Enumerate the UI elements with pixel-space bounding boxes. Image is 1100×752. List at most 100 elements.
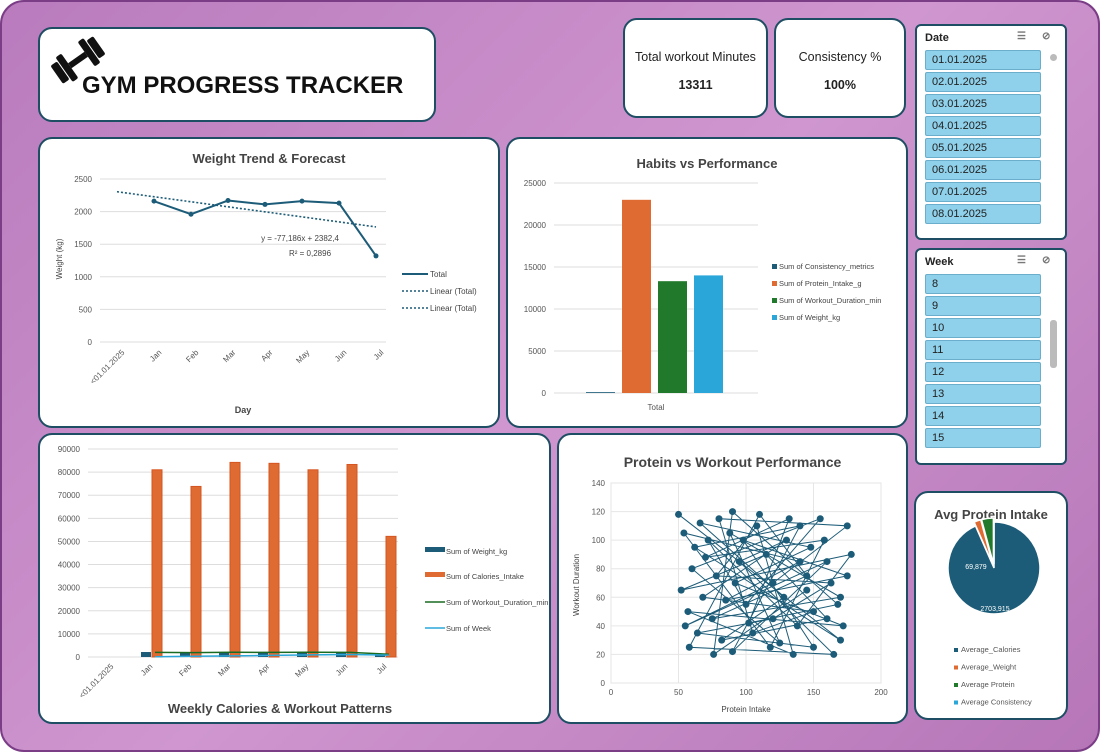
data-point [336,200,342,206]
y-axis-label: Workout Duration [572,554,581,616]
data-point [681,622,689,630]
legend-label: Linear (Total) [430,304,477,313]
data-point [722,596,730,604]
kpi-label: Total workout Minutes [635,50,756,64]
y-tick-label: 20 [596,650,605,659]
data-point [718,636,726,644]
clear-filter-icon[interactable]: ⊘ [1042,31,1051,42]
data-point [766,643,774,651]
multi-select-icon[interactable]: ☰ [1017,31,1026,42]
slicer-item[interactable]: 11 [925,340,1041,360]
data-point [699,593,707,601]
data-point [710,650,718,658]
data-point [823,558,831,566]
y-tick-label: 60000 [58,514,81,523]
data-point [729,508,736,516]
y-tick-label: 15000 [524,263,547,272]
series-line [153,199,377,257]
data-point [704,536,712,544]
chart-title: Weekly Calories & Workout Patterns [167,701,393,716]
y-tick-label: 0 [601,679,606,688]
bar [346,463,358,658]
x-tick-label: May [294,348,311,365]
data-point [753,522,761,530]
y-tick-label: 30000 [58,584,81,593]
y-tick-label: 40000 [58,561,81,570]
slicer-item[interactable]: 02.01.2025 [925,72,1041,92]
bar [141,652,151,657]
multi-select-icon[interactable]: ☰ [1017,255,1026,266]
y-tick-label: 70000 [58,491,81,500]
scrollbar[interactable] [1050,54,1057,61]
slicer-item[interactable]: 04.01.2025 [925,116,1041,136]
slicer-item[interactable]: 01.01.2025 [925,50,1041,70]
data-point [847,550,855,558]
x-tick-label: Jun [333,348,348,363]
data-point [837,636,844,644]
slicer-item[interactable]: 12 [925,362,1041,382]
slicer-item[interactable]: 9 [925,296,1041,316]
bar [219,651,229,657]
clear-filter-icon[interactable]: ⊘ [1042,255,1051,266]
y-tick-label: 140 [592,479,606,488]
data-point [776,639,784,647]
dumbbell-icon [51,36,105,84]
y-tick-label: 120 [592,508,606,517]
slicer-item[interactable]: 15 [925,428,1041,448]
data-point [843,522,851,530]
x-tick-label: 0 [609,688,614,697]
slicer-item[interactable]: 08.01.2025 [925,204,1041,224]
slicer-item[interactable]: 8 [925,274,1041,294]
data-point [685,643,693,651]
chart-title: Protein vs Workout Performance [623,454,842,470]
trendline-r2: R² = 0,2896 [289,249,332,258]
slicer-item[interactable]: 14 [925,406,1041,426]
legend-swatch [772,264,777,269]
x-tick-label: Feb [184,348,201,365]
slicer-item[interactable]: 07.01.2025 [925,182,1041,202]
y-tick-label: 50000 [58,537,81,546]
y-tick-label: 40 [596,622,605,631]
data-point [677,586,685,594]
slicer-item[interactable]: 05.01.2025 [925,138,1041,158]
y-tick-label: 1000 [74,273,92,282]
data-point [299,198,305,204]
slicer-item[interactable]: 10 [925,318,1041,338]
data-point [810,643,817,651]
slicer-item[interactable]: 13 [925,384,1041,404]
y-tick-label: 80000 [58,468,81,477]
kpi-consistency: Consistency % 100% [774,18,906,118]
y-tick-label: 90000 [58,445,81,454]
x-tick-label: Jul [372,348,386,362]
data-point [702,553,709,561]
data-point [783,536,790,544]
data-point [816,515,824,523]
bar [180,652,190,657]
data-point [749,629,757,637]
legend-swatch [954,648,958,652]
x-tick-label: Apr [259,348,274,363]
bar [622,199,651,393]
legend-label: Sum of Workout_Duration_min [779,296,881,305]
data-point [675,510,682,518]
bar [268,462,280,658]
legend-swatch [772,281,777,286]
legend-swatch [954,700,958,705]
x-tick-label: Jul [375,662,389,676]
slicer-title: Date [925,32,949,44]
x-tick-label: Jan [139,662,154,677]
slicer-item[interactable]: 06.01.2025 [925,160,1041,180]
slicer-item[interactable]: 03.01.2025 [925,94,1041,114]
data-point [729,648,736,656]
legend-label: Average Consistency [961,698,1032,707]
x-tick-label: <01.01.2025 [77,662,115,700]
trendline-equation: y = -77,186x + 2382,4 [261,234,339,243]
data-point [712,572,720,580]
bar [586,392,615,393]
data-point [785,515,793,523]
scrollbar[interactable] [1050,320,1057,368]
data-point [823,615,831,623]
data-point [762,550,770,558]
data-point [688,565,696,573]
trendline [116,190,377,228]
